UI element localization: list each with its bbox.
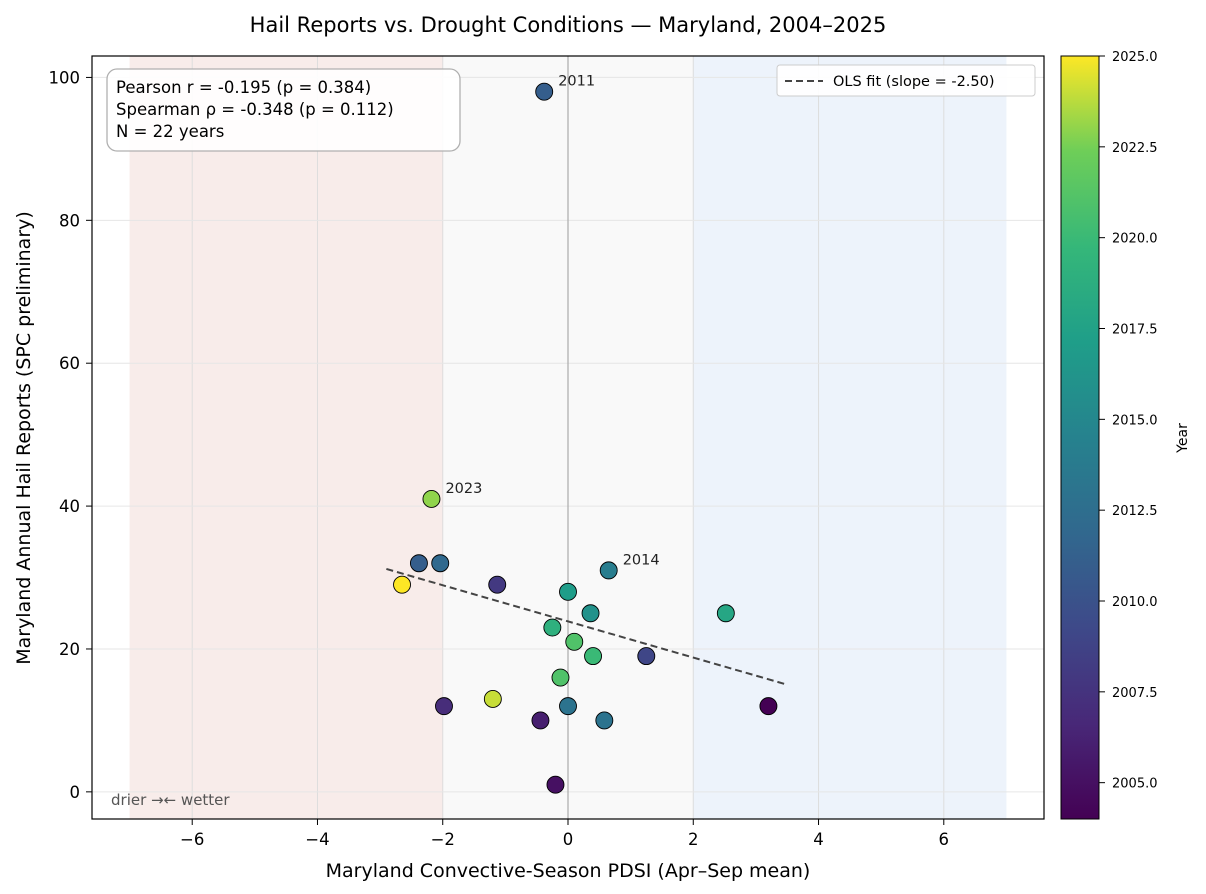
y-tick-label: 20 bbox=[59, 640, 80, 659]
x-axis-ticks: −6 −4 −2 0 2 4 6 bbox=[180, 819, 949, 849]
chart-title: Hail Reports vs. Drought Conditions — Ma… bbox=[250, 13, 887, 37]
drier-wetter-note: drier →← wetter bbox=[111, 791, 230, 809]
data-point bbox=[565, 632, 584, 651]
shaded-region-2 bbox=[693, 56, 1007, 819]
colorbar-tick-label: 2017.5 bbox=[1112, 323, 1158, 338]
stats-spearman: Spearman ρ = -0.348 (p = 0.112) bbox=[116, 100, 394, 119]
x-tick-label: −6 bbox=[180, 830, 204, 849]
ols-fit-layer bbox=[386, 567, 788, 686]
data-point bbox=[488, 575, 507, 594]
legend-fit-label: OLS fit (slope = -2.50) bbox=[833, 74, 995, 90]
colorbar bbox=[1060, 55, 1100, 820]
y-tick-label: 80 bbox=[59, 211, 80, 230]
stats-pearson: Pearson r = -0.195 (p = 0.384) bbox=[116, 78, 371, 97]
data-point bbox=[637, 647, 656, 666]
data-point bbox=[716, 604, 735, 623]
data-point bbox=[431, 554, 450, 573]
stats-box: Pearson r = -0.195 (p = 0.384) Spearman … bbox=[106, 68, 461, 152]
colorbar-ticks: 2005.0 2007.5 2010.0 2012.5 2015.0 2017.5 2020… bbox=[1099, 50, 1158, 792]
y-tick-label: 100 bbox=[49, 68, 81, 87]
point-labels: 2011 2014 2023 bbox=[445, 74, 659, 569]
colorbar-tick-label: 2007.5 bbox=[1112, 686, 1158, 701]
x-tick-label: 0 bbox=[563, 830, 574, 849]
data-point bbox=[551, 668, 570, 687]
data-point bbox=[759, 697, 778, 716]
x-tick-label: 4 bbox=[813, 830, 824, 849]
legend: OLS fit (slope = -2.50) bbox=[776, 64, 1036, 97]
data-point bbox=[531, 711, 550, 730]
colorbar-tick-label: 2010.0 bbox=[1112, 595, 1158, 610]
data-point bbox=[546, 775, 565, 794]
data-point bbox=[599, 561, 618, 580]
colorbar-tick-label: 2012.5 bbox=[1112, 504, 1158, 519]
colorbar-tick-label: 2020.0 bbox=[1112, 232, 1158, 247]
x-tick-label: 2 bbox=[688, 830, 699, 849]
data-point bbox=[535, 82, 554, 101]
y-axis-label: Maryland Annual Hail Reports (SPC prelim… bbox=[13, 211, 35, 665]
shaded-region-0 bbox=[129, 56, 443, 819]
colorbar-tick-label: 2022.5 bbox=[1112, 141, 1158, 156]
data-point bbox=[409, 554, 428, 573]
stats-count: N = 22 years bbox=[116, 122, 224, 141]
data-point bbox=[435, 697, 453, 716]
data-point bbox=[595, 711, 614, 730]
colorbar-tick-label: 2005.0 bbox=[1112, 777, 1158, 792]
data-point bbox=[581, 604, 600, 623]
data-point bbox=[559, 697, 577, 716]
x-axis-label: Maryland Convective-Season PDSI (Apr–Sep… bbox=[326, 860, 811, 882]
data-point bbox=[422, 489, 441, 508]
y-axis-ticks: 0 20 40 60 80 100 bbox=[49, 68, 92, 802]
colorbar-tick-label: 2015.0 bbox=[1112, 413, 1158, 428]
data-points bbox=[393, 82, 778, 794]
point-label: 2014 bbox=[623, 552, 660, 568]
data-point bbox=[483, 690, 502, 708]
data-point bbox=[584, 647, 603, 666]
colorbar-tick-label: 2025.0 bbox=[1112, 50, 1158, 65]
x-tick-label: 6 bbox=[939, 830, 950, 849]
point-label: 2023 bbox=[445, 481, 482, 497]
colorbar-label: Year bbox=[1175, 423, 1191, 454]
point-label: 2011 bbox=[558, 74, 595, 90]
ols-fit-line bbox=[386, 567, 788, 686]
y-tick-label: 60 bbox=[59, 354, 80, 373]
x-tick-label: −4 bbox=[305, 830, 329, 849]
y-tick-label: 40 bbox=[59, 497, 80, 516]
y-tick-label: 0 bbox=[70, 783, 81, 802]
x-tick-label: −2 bbox=[431, 830, 455, 849]
data-point bbox=[543, 618, 562, 637]
data-point bbox=[559, 582, 577, 601]
data-point bbox=[393, 575, 411, 594]
